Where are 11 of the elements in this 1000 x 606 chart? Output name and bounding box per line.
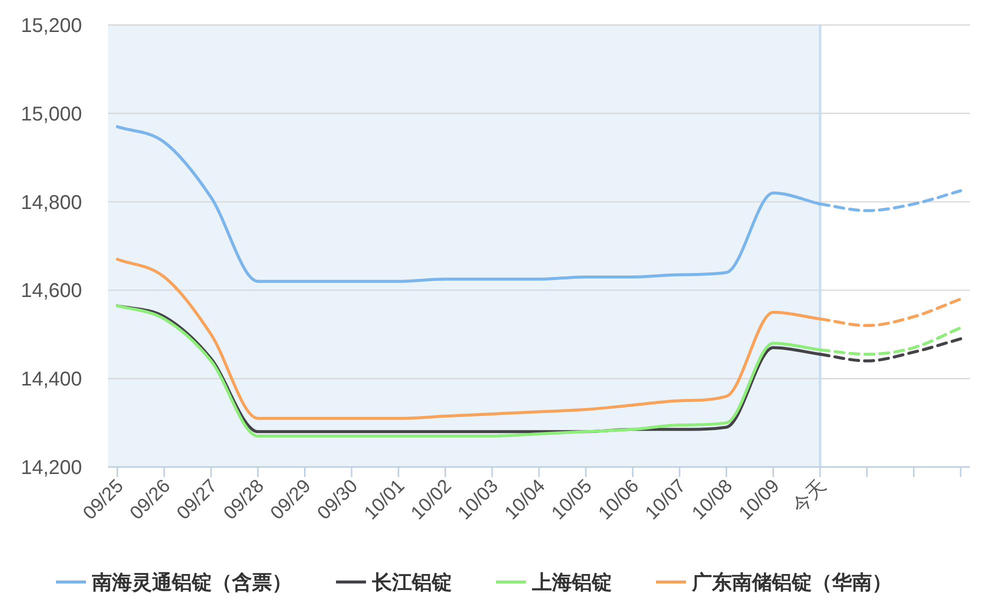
y-tick-label: 15,000 [20,103,82,126]
legend-label: 长江铝锭 [371,572,452,594]
y-tick-label: 14,800 [20,192,82,214]
y-tick-label: 14,200 [20,457,82,479]
legend-label: 南海灵通铝锭（含票） [91,571,292,594]
x-tick-label: 今天 [788,476,831,518]
legend-label: 广东南储铝锭（华南） [691,571,892,594]
y-tick-label: 14,600 [20,280,82,302]
legend-label: 上海铝锭 [531,572,612,594]
y-tick-label: 15,200 [20,15,82,37]
y-tick-label: 14,400 [20,368,82,391]
